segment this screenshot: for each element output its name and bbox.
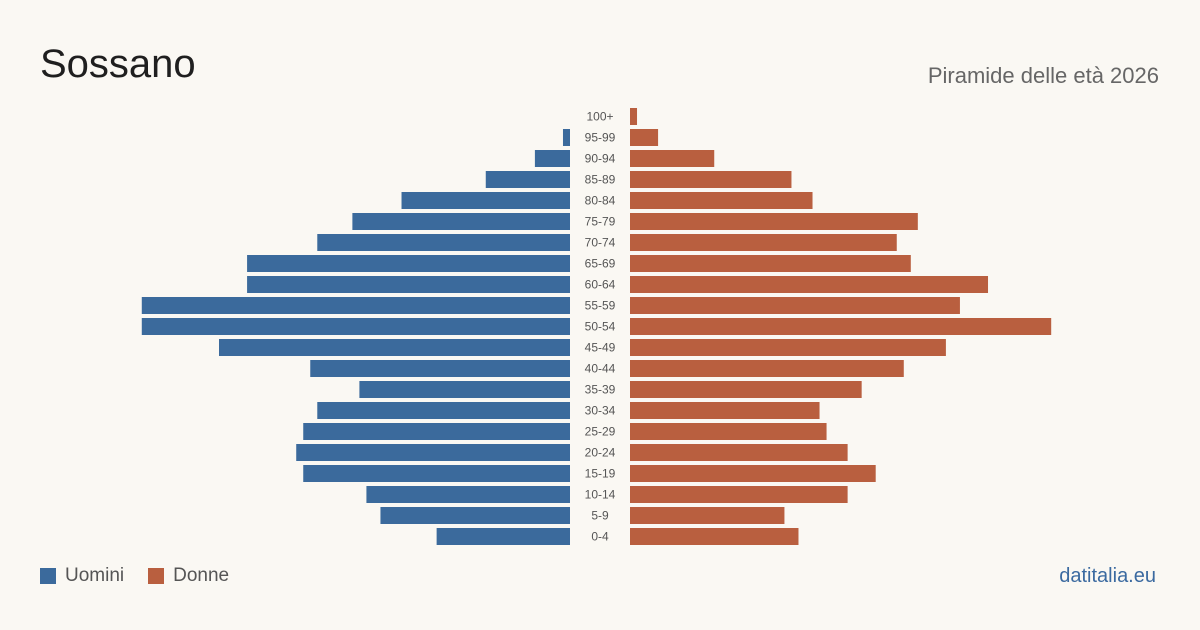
bar-women-65-69 bbox=[630, 255, 911, 272]
bar-women-70-74 bbox=[630, 234, 897, 251]
bar-men-0-4 bbox=[436, 528, 570, 545]
age-label-90-94: 90-94 bbox=[585, 152, 616, 166]
bar-women-15-19 bbox=[630, 465, 876, 482]
bar-men-45-49 bbox=[219, 339, 570, 356]
bar-men-15-19 bbox=[303, 465, 570, 482]
age-label-10-14: 10-14 bbox=[585, 488, 616, 502]
bar-women-30-34 bbox=[630, 402, 820, 419]
age-label-65-69: 65-69 bbox=[585, 257, 616, 271]
legend-item-men: Uomini bbox=[40, 565, 124, 587]
age-label-100plus: 100+ bbox=[586, 110, 613, 124]
age-label-80-84: 80-84 bbox=[585, 194, 616, 208]
legend-item-women: Donne bbox=[148, 565, 229, 587]
bar-women-50-54 bbox=[630, 318, 1052, 335]
legend-swatch-men bbox=[40, 568, 56, 584]
bar-men-40-44 bbox=[310, 360, 570, 377]
age-label-95-99: 95-99 bbox=[585, 131, 616, 145]
bar-women-25-29 bbox=[630, 423, 827, 440]
chart-subtitle: Piramide delle età 2026 bbox=[927, 63, 1159, 88]
bar-women-10-14 bbox=[630, 486, 848, 503]
age-label-75-79: 75-79 bbox=[585, 215, 616, 229]
bar-women-75-79 bbox=[630, 213, 918, 230]
bar-men-65-69 bbox=[247, 255, 570, 272]
bar-men-95-99 bbox=[562, 129, 570, 146]
bar-men-50-54 bbox=[141, 318, 570, 335]
bar-men-75-79 bbox=[352, 213, 570, 230]
age-label-30-34: 30-34 bbox=[585, 404, 616, 418]
legend-swatch-women bbox=[148, 568, 165, 584]
bar-men-55-59 bbox=[141, 297, 570, 314]
bar-men-35-39 bbox=[359, 381, 570, 398]
chart-legend: Uomini Donne bbox=[40, 565, 229, 587]
legend-label-women: Donne bbox=[173, 565, 230, 586]
bar-women-60-64 bbox=[630, 276, 989, 293]
bar-men-60-64 bbox=[247, 276, 570, 293]
age-label-15-19: 15-19 bbox=[585, 467, 616, 481]
page-title: Sossano bbox=[40, 42, 196, 86]
age-label-25-29: 25-29 bbox=[585, 425, 616, 439]
bar-women-90-94 bbox=[630, 150, 715, 167]
bar-men-85-89 bbox=[485, 171, 570, 188]
bar-women-45-49 bbox=[630, 339, 946, 356]
bar-men-10-14 bbox=[366, 486, 570, 503]
bar-men-90-94 bbox=[534, 150, 570, 167]
bar-women-35-39 bbox=[630, 381, 862, 398]
bar-women-100plus bbox=[630, 108, 638, 125]
bar-women-95-99 bbox=[630, 129, 659, 146]
age-label-50-54: 50-54 bbox=[585, 320, 616, 334]
bar-women-85-89 bbox=[630, 171, 792, 188]
bar-men-20-24 bbox=[296, 444, 570, 461]
bar-women-55-59 bbox=[630, 297, 960, 314]
age-label-85-89: 85-89 bbox=[585, 173, 616, 187]
bar-women-5-9 bbox=[630, 507, 785, 524]
age-label-70-74: 70-74 bbox=[585, 236, 616, 250]
age-label-45-49: 45-49 bbox=[585, 341, 616, 355]
source-credit[interactable]: datitalia.eu bbox=[1059, 565, 1156, 587]
bar-men-5-9 bbox=[380, 507, 570, 524]
legend-label-men: Uomini bbox=[65, 565, 125, 586]
bar-men-70-74 bbox=[317, 234, 570, 251]
age-label-60-64: 60-64 bbox=[585, 278, 616, 292]
bar-women-0-4 bbox=[630, 528, 799, 545]
age-label-55-59: 55-59 bbox=[585, 299, 616, 313]
bar-women-40-44 bbox=[630, 360, 904, 377]
age-label-0-4: 0-4 bbox=[591, 530, 609, 544]
bar-women-80-84 bbox=[630, 192, 813, 209]
age-label-40-44: 40-44 bbox=[585, 362, 616, 376]
bar-men-80-84 bbox=[401, 192, 570, 209]
age-label-20-24: 20-24 bbox=[585, 446, 616, 460]
bar-men-25-29 bbox=[303, 423, 570, 440]
bar-men-30-34 bbox=[317, 402, 570, 419]
bar-women-20-24 bbox=[630, 444, 848, 461]
age-label-5-9: 5-9 bbox=[591, 509, 609, 523]
age-label-35-39: 35-39 bbox=[585, 383, 616, 397]
